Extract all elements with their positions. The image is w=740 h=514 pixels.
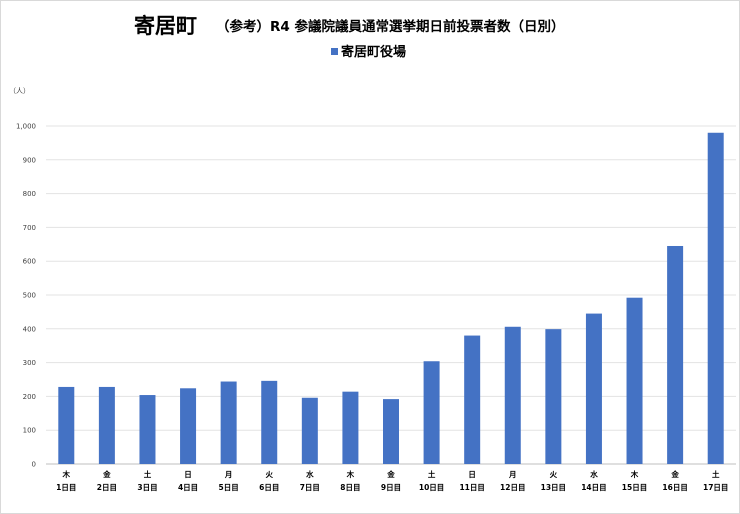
x-tick-weekday: 土 (428, 469, 436, 479)
x-tick-label: 15日目 (622, 483, 647, 492)
y-axis-unit-label: （人） (9, 87, 30, 95)
bar (180, 388, 197, 464)
bar (139, 395, 156, 464)
x-tick-label: 8日目 (340, 483, 360, 492)
x-tick-label: 14日目 (581, 483, 606, 492)
y-tick-label: 200 (23, 393, 36, 401)
x-tick-label: 10日目 (419, 483, 444, 492)
x-tick-weekday: 水 (590, 469, 598, 479)
y-tick-label: 1,000 (16, 123, 36, 131)
x-tick-weekday: 日 (184, 470, 192, 479)
y-tick-label: 600 (23, 258, 36, 266)
x-tick-weekday: 土 (712, 469, 720, 479)
x-tick-label: 6日目 (259, 483, 279, 492)
x-tick-label: 2日目 (97, 483, 117, 492)
bar (58, 386, 75, 464)
x-tick-weekday: 月 (508, 470, 517, 479)
x-tick-label: 16日目 (662, 483, 687, 492)
x-tick-weekday: 水 (306, 469, 314, 479)
chart-title-main: 寄居町 (134, 14, 197, 38)
bar (626, 297, 643, 464)
bar (423, 361, 440, 464)
y-tick-label: 300 (23, 359, 36, 367)
bar (301, 397, 318, 464)
x-tick-label: 17日目 (703, 483, 728, 492)
bar (545, 329, 562, 464)
x-tick-weekday: 金 (386, 469, 395, 479)
y-tick-label: 0 (32, 461, 36, 469)
chart-subtitle: （参考）R4 参議院議員通常選挙期日前投票者数（日別） (216, 19, 565, 35)
bar (707, 132, 724, 464)
y-tick-label: 800 (23, 190, 36, 198)
y-tick-label: 400 (23, 325, 36, 333)
x-tick-weekday: 土 (144, 469, 152, 479)
x-tick-label: 4日目 (178, 483, 198, 492)
x-tick-label: 12日目 (500, 483, 525, 492)
x-tick-weekday: 月 (224, 470, 233, 479)
x-tick-weekday: 火 (265, 470, 273, 479)
x-tick-weekday: 木 (62, 469, 71, 479)
x-tick-weekday: 金 (102, 469, 111, 479)
bar (504, 326, 521, 464)
x-tick-weekday: 木 (630, 469, 639, 479)
bar (464, 335, 481, 464)
x-tick-label: 13日目 (541, 483, 566, 492)
x-tick-weekday: 金 (670, 469, 679, 479)
y-tick-label: 100 (23, 427, 36, 435)
bar (383, 399, 399, 464)
legend-label: 寄居町役場 (341, 45, 407, 60)
x-tick-label: 1日目 (56, 483, 76, 492)
bar (261, 380, 278, 464)
bar (585, 313, 602, 464)
bar (342, 391, 359, 464)
y-tick-label: 900 (23, 156, 36, 164)
x-tick-weekday: 火 (550, 470, 558, 479)
y-tick-label: 700 (23, 224, 36, 232)
bar (667, 245, 684, 464)
x-tick-weekday: 日 (468, 470, 476, 479)
x-tick-label: 9日目 (381, 483, 401, 492)
x-tick-weekday: 木 (346, 469, 355, 479)
y-tick-label: 500 (23, 292, 36, 300)
legend: 寄居町役場 (331, 41, 406, 60)
legend-swatch (331, 48, 338, 55)
x-tick-label: 3日目 (137, 483, 157, 492)
x-tick-label: 11日目 (459, 483, 484, 492)
x-tick-label: 5日目 (219, 483, 239, 492)
bar (220, 381, 237, 464)
x-tick-label: 7日目 (300, 483, 320, 492)
bar (98, 386, 115, 464)
